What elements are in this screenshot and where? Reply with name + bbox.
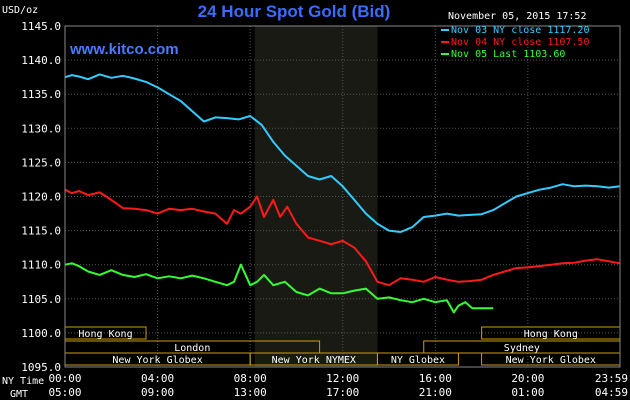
x-tick-label-ny: 00:00 [48,372,81,385]
session-label: New York NYMEX [272,355,356,366]
legend-entry: Nov 04 NY close 1107.50 [451,37,589,48]
series-line [64,73,621,233]
y-tick-label: 1105.0 [21,293,61,306]
session-label: Hong Kong [78,329,132,340]
x-tick-label-ny: 16:00 [419,372,452,385]
session-label: Sydney [504,343,540,354]
x-tick-label-gmt: 04:59 [595,386,628,399]
x-tick-label-ny: 08:00 [234,372,267,385]
session-label: NY Globex [391,355,445,366]
x-tick-label-ny: 20:00 [511,372,544,385]
y-tick-label: 1125.0 [21,156,61,169]
session-label: New York Globex [112,355,202,366]
plot-frame [64,25,621,368]
y-tick-label: 1140.0 [21,54,61,67]
gmt-label: GMT [10,389,28,400]
y-tick-label: 1145.0 [21,20,61,33]
series-line [64,262,494,314]
x-tick-label-ny: 23:59 [595,372,628,385]
x-tick-label-gmt: 13:00 [234,386,267,399]
y-tick-label: 1110.0 [21,259,61,272]
x-tick-label-gmt: 21:00 [419,386,452,399]
y-tick-label: 1130.0 [21,122,61,135]
x-tick-label-gmt: 17:00 [326,386,359,399]
session-label: London [174,343,210,354]
x-tick-label-ny: 12:00 [326,372,359,385]
session-label: Hong Kong [524,329,578,340]
watermark[interactable]: www.kitco.com [69,41,179,58]
session-band [376,352,459,366]
ny-time-label: NY Time [2,376,44,387]
y-axis: 1145.0 1140.0 1135.0 1130.0 1125.0 1120.0 1115… [21,20,61,374]
y-tick-label: 1120.0 [21,191,61,204]
y-tick-label: 1100.0 [21,327,61,340]
y-tick-label: 1115.0 [21,225,61,238]
series-line [64,188,621,287]
series-lines [64,73,621,314]
y-tick-label: 1095.0 [21,361,61,374]
x-tick-label-gmt: 09:00 [141,386,174,399]
plot-border [64,25,621,368]
chart-title: 24 Hour Spot Gold (Bid) [198,2,391,21]
timestamp: November 05, 2015 17:52 [448,11,586,22]
legend-entry: Nov 05 Last 1103.60 [451,49,565,60]
unit-label: USD/oz [2,5,38,16]
session-label: New York Globex [506,355,596,366]
x-tick-label-ny: 04:00 [141,372,174,385]
y-tick-label: 1135.0 [21,88,61,101]
x-tick-label-gmt: 05:00 [48,386,81,399]
x-tick-label-gmt: 01:00 [511,386,544,399]
legend-entry: Nov 03 NY close 1117.20 [451,25,589,36]
